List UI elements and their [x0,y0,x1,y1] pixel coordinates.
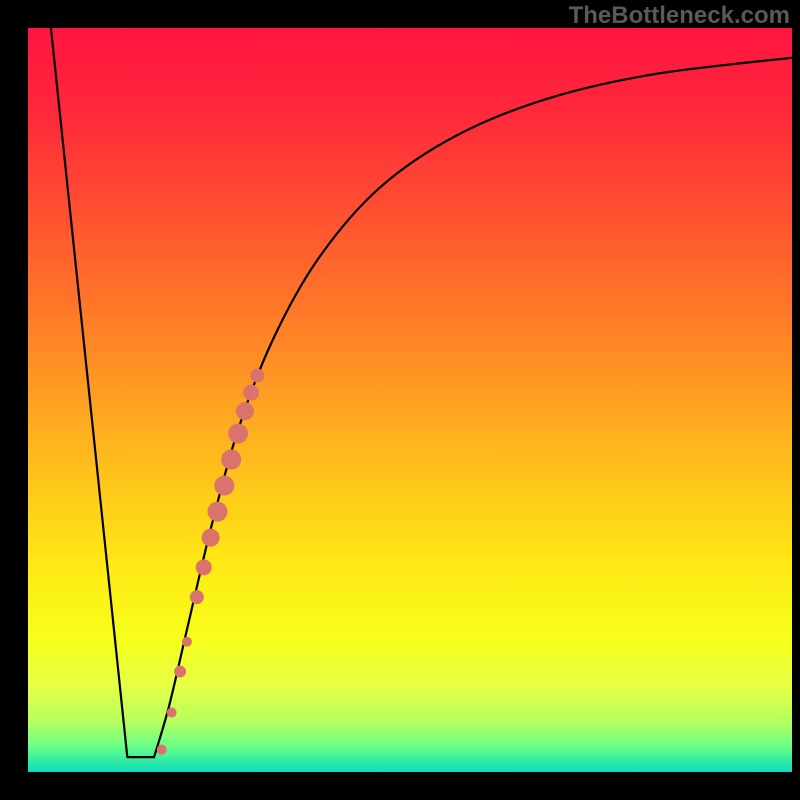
chart-frame: TheBottleneck.com [0,0,800,800]
plot-area [28,28,792,772]
data-marker [214,476,234,496]
data-marker [190,590,204,604]
data-marker [221,450,241,470]
data-marker [182,637,192,647]
data-marker [196,559,212,575]
data-marker [167,707,177,717]
border-left [0,0,28,800]
data-marker [207,502,227,522]
data-marker [202,529,220,547]
data-marker [243,385,259,401]
border-bottom [0,772,800,800]
data-marker [174,666,186,678]
data-marker [236,402,254,420]
data-marker [157,745,167,755]
curve-layer [28,28,792,772]
data-marker [250,368,264,382]
watermark-text: TheBottleneck.com [569,2,790,30]
data-marker [228,423,248,443]
border-right [792,0,800,800]
